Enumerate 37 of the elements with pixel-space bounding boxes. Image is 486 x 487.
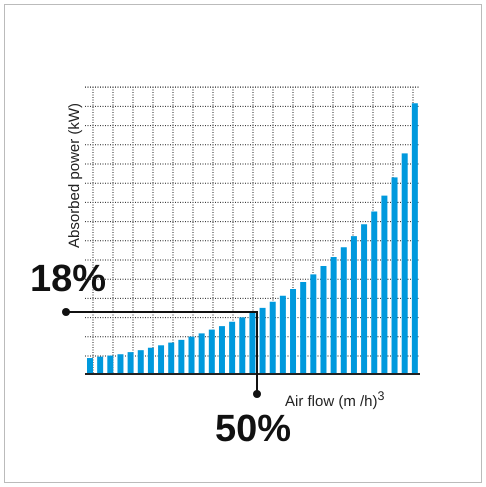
bar — [198, 333, 205, 374]
bar — [340, 247, 347, 374]
bar — [412, 103, 418, 374]
bar — [188, 336, 195, 374]
bar — [128, 352, 134, 374]
bar — [270, 302, 276, 374]
annotation: 18% — [30, 258, 106, 301]
text: 50% — [215, 408, 292, 451]
y-axis-title: Absorbed power (kW) — [66, 102, 83, 248]
bar — [330, 257, 337, 374]
bar — [107, 356, 114, 374]
bar — [371, 212, 378, 374]
bar — [361, 224, 368, 374]
bar — [260, 308, 266, 374]
bar — [280, 296, 286, 374]
bar — [158, 345, 164, 374]
bar — [97, 356, 104, 374]
bar — [310, 274, 316, 374]
bar — [402, 153, 408, 374]
bar — [300, 282, 306, 374]
bar — [320, 266, 326, 374]
bar — [290, 288, 296, 374]
bar — [381, 196, 388, 374]
bar — [229, 322, 236, 374]
bar — [117, 354, 124, 374]
bar — [87, 358, 93, 374]
bar — [208, 330, 215, 374]
bar — [138, 350, 144, 374]
bar — [239, 317, 246, 374]
x-axis-title: Air flow (m /h)$^{3}$ — [285, 389, 384, 410]
bar — [168, 342, 174, 374]
bar — [249, 312, 256, 374]
bar — [178, 340, 184, 374]
bar — [148, 348, 154, 374]
bar — [350, 236, 357, 374]
bar — [218, 326, 225, 374]
bar — [392, 177, 398, 374]
